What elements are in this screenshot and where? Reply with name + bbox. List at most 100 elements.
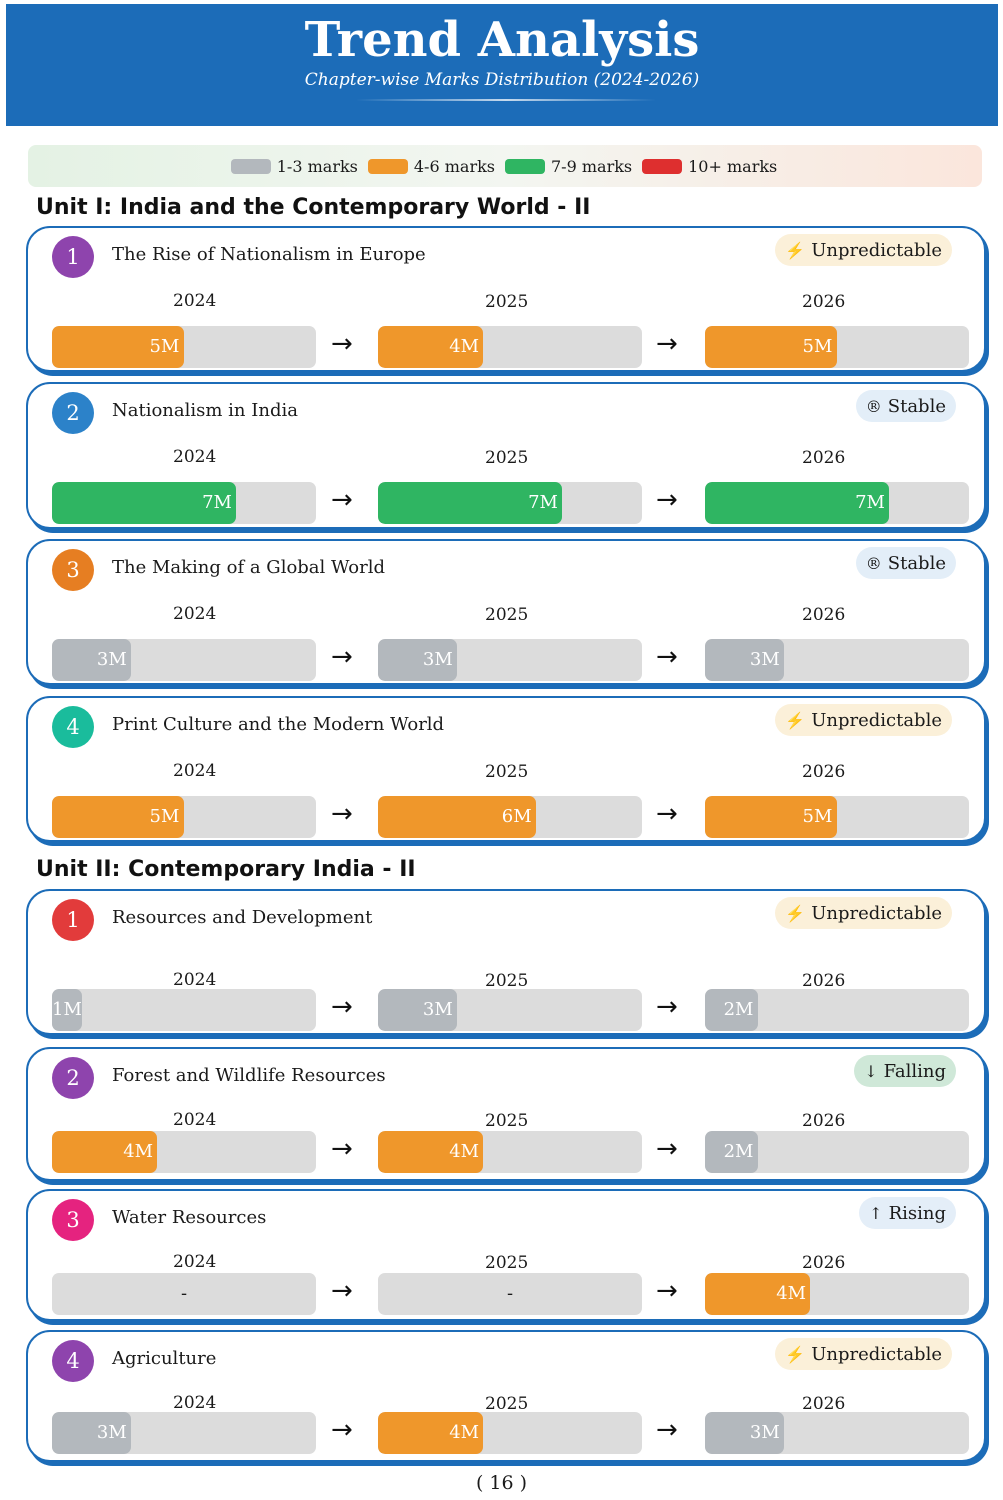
marks-bar: 3M: [52, 1412, 316, 1454]
right-arrow-icon: →: [331, 485, 353, 515]
trend-label: Unpredictable: [811, 902, 942, 924]
lightning-bolt-icon: ⚡: [785, 903, 806, 923]
marks-value: 7M: [855, 492, 885, 513]
marks-bar: 5M: [705, 326, 969, 368]
registered-circle-icon: ®: [865, 553, 882, 573]
marks-bar: 3M: [378, 639, 642, 681]
marks-bar: -: [378, 1273, 642, 1315]
subtitle-underline: [356, 99, 656, 101]
chapter-number-badge: 3: [52, 1199, 94, 1241]
year-label: 2025: [485, 762, 529, 782]
trend-badge: ⚡ Unpredictable: [775, 897, 952, 929]
legend-label: 1-3 marks: [276, 156, 358, 176]
unit-title: Unit II: Contemporary India - II: [36, 857, 416, 882]
trend-label: Stable: [887, 552, 946, 574]
marks-value: 2M: [723, 999, 754, 1020]
marks-bar: 7M: [705, 482, 969, 524]
marks-bar: 7M: [378, 482, 642, 524]
legend-swatch: [642, 158, 683, 174]
marks-bar-fill: [52, 639, 131, 681]
chapter-title: The Rise of Nationalism in Europe: [112, 244, 426, 265]
legend-item: 10+ marks: [642, 157, 777, 176]
marks-value: 3M: [422, 649, 453, 670]
marks-bar: 3M: [705, 1412, 969, 1454]
marks-value: 5M: [802, 806, 833, 827]
year-label: 2024: [173, 604, 217, 624]
lightning-bolt-icon: ⚡: [785, 1344, 806, 1364]
right-arrow-icon: →: [331, 1415, 353, 1445]
marks-bar-fill: [705, 989, 758, 1031]
marks-bar-fill: [705, 796, 837, 838]
chapter-card: 1 Resources and Development ⚡ Unpredictable…: [26, 889, 986, 1035]
year-label: 2024: [173, 1110, 217, 1130]
chapter-number-badge: 1: [52, 899, 94, 941]
marks-bar: 2M: [705, 1131, 969, 1173]
legend: 1-3 marks 4-6 marks 7-9 marks 10+ marks: [28, 145, 982, 187]
right-arrow-icon: →: [331, 329, 353, 359]
marks-bar: 7M: [52, 482, 316, 524]
chapter-number-badge: 2: [52, 392, 94, 434]
marks-bar: 6M: [378, 796, 642, 838]
marks-value: 7M: [528, 492, 558, 513]
trend-badge: ⚡ Unpredictable: [775, 234, 952, 266]
chapter-number-badge: 1: [52, 236, 94, 278]
right-arrow-icon: →: [656, 642, 678, 672]
marks-bar: 1M: [52, 989, 316, 1031]
marks-bar-fill: [52, 326, 184, 368]
marks-value: 2M: [723, 1141, 754, 1162]
chapter-card: 4 Agriculture ⚡ Unpredictable 2024 3M → 2025 4M →…: [26, 1330, 986, 1462]
marks-bar: 4M: [378, 1131, 642, 1173]
marks-value: 4M: [449, 1141, 480, 1162]
year-label: 2026: [802, 292, 846, 312]
chapter-title: Forest and Wildlife Resources: [112, 1065, 386, 1086]
year-label: 2024: [173, 447, 217, 467]
year-label: 2024: [173, 291, 217, 311]
marks-bar-fill: [705, 639, 784, 681]
chapter-title: Nationalism in India: [112, 400, 298, 421]
marks-value: 7M: [202, 492, 232, 513]
marks-value: 3M: [96, 1422, 127, 1443]
marks-value: 6M: [501, 806, 532, 827]
chapter-title: The Making of a Global World: [112, 557, 386, 578]
marks-value: 4M: [449, 1422, 480, 1443]
year-label: 2025: [485, 1111, 529, 1131]
year-label: 2025: [485, 605, 529, 625]
registered-circle-icon: ®: [865, 396, 882, 416]
trend-label: Stable: [887, 395, 946, 417]
chapter-number-badge: 4: [52, 1340, 94, 1382]
marks-bar-fill: [705, 1131, 758, 1173]
marks-bar-fill: [705, 482, 890, 524]
year-label: 2024: [173, 1252, 217, 1272]
year-label: 2025: [485, 1394, 529, 1414]
marks-bar: 5M: [52, 326, 316, 368]
page-title: Trend Analysis: [304, 12, 700, 68]
year-label: 2026: [802, 1394, 846, 1414]
marks-bar: 5M: [52, 796, 316, 838]
year-label: 2026: [802, 971, 846, 991]
marks-bar-fill: [52, 482, 237, 524]
marks-value: 3M: [749, 649, 780, 670]
chapter-number-badge: 2: [52, 1057, 94, 1099]
right-arrow-icon: →: [331, 992, 353, 1022]
marks-bar-fill: [378, 482, 563, 524]
marks-bar-fill: [52, 989, 82, 1031]
unit-title: Unit I: India and the Contemporary World…: [36, 195, 591, 220]
marks-bar-fill: [705, 1273, 811, 1315]
down-arrow-icon: ↓: [864, 1061, 878, 1081]
up-arrow-icon: ↑: [869, 1203, 883, 1223]
year-label: 2024: [173, 970, 217, 990]
marks-bar-fill: [52, 1412, 131, 1454]
right-arrow-icon: →: [656, 799, 678, 829]
year-label: 2026: [802, 605, 846, 625]
marks-value: 5M: [149, 336, 180, 357]
marks-bar: 4M: [378, 326, 642, 368]
lightning-bolt-icon: ⚡: [785, 710, 806, 730]
marks-bar-fill: [378, 989, 457, 1031]
chapter-card: 3 Water Resources ↑ Rising 2024 - → 2025 - → 2026 4…: [26, 1189, 986, 1321]
trend-badge: ® Stable: [855, 390, 956, 422]
marks-bar-fill: [378, 1131, 484, 1173]
legend-label: 7-9 marks: [551, 156, 633, 176]
right-arrow-icon: →: [331, 799, 353, 829]
marks-bar-fill: [705, 326, 837, 368]
legend-item: 4-6 marks: [367, 157, 495, 176]
